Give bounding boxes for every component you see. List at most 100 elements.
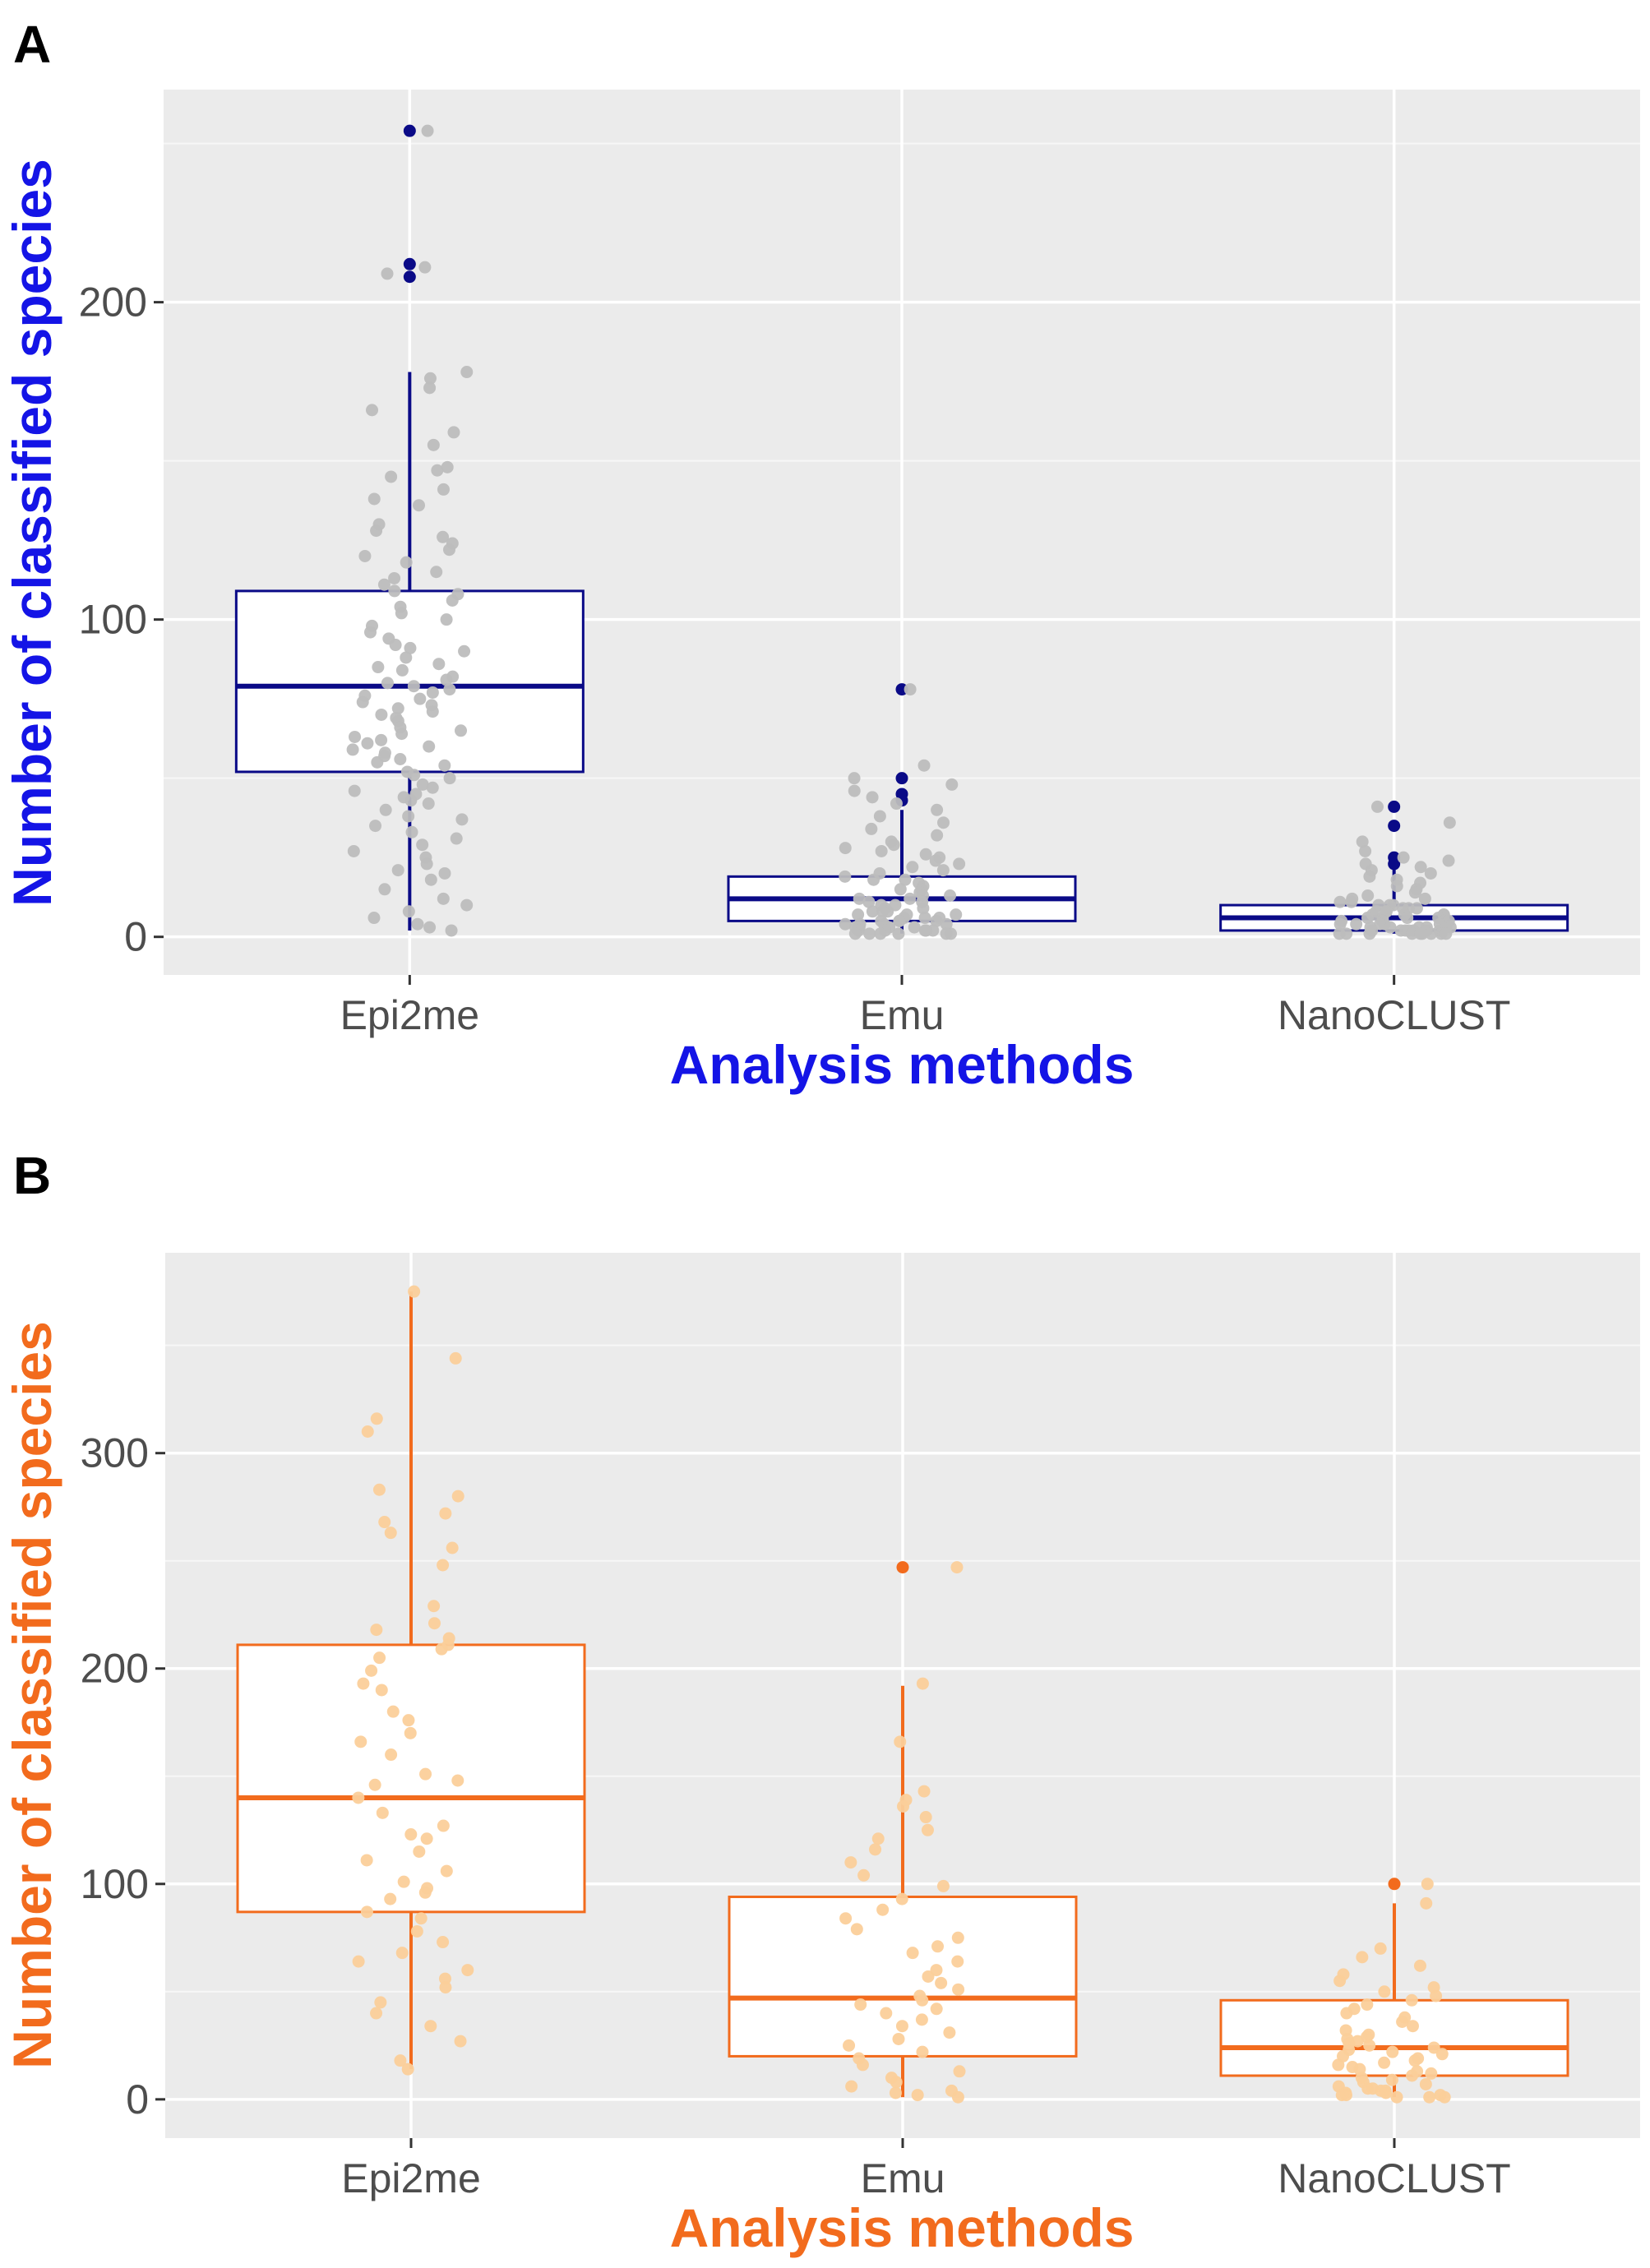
jitter-point (370, 524, 383, 538)
jitter-point (365, 1664, 378, 1677)
jitter-point (839, 917, 852, 931)
jitter-point (400, 651, 413, 664)
jitter-point (908, 921, 921, 934)
jitter-point (419, 1767, 432, 1781)
jitter-point (945, 778, 959, 791)
jitter-point (921, 1823, 934, 1836)
jitter-point (853, 892, 866, 905)
jitter-point (408, 769, 421, 782)
jitter-point (848, 784, 861, 797)
jitter-point (931, 829, 944, 842)
jitter-point (352, 1791, 365, 1804)
x-tick-label: Epi2me (341, 2155, 481, 2201)
jitter-point (418, 261, 432, 274)
boxes-b (236, 1291, 1569, 2098)
jitter-point (892, 2032, 905, 2045)
jitter-point (421, 124, 434, 137)
jitter-point (916, 1677, 929, 1690)
jitter-point (443, 683, 456, 696)
jitter-point (358, 549, 372, 562)
jitter-point (386, 1705, 400, 1718)
jitter-point (865, 822, 878, 835)
jitter-point (458, 644, 471, 658)
jitter-point (395, 728, 409, 741)
jitter-point (374, 1996, 387, 2009)
jitter-point (439, 1507, 452, 1520)
jitter-point (424, 2020, 437, 2033)
jitter-point (897, 1799, 910, 1813)
jitter-point (404, 1828, 418, 1841)
y-tick-label: 200 (79, 279, 147, 326)
jitter-point (1440, 927, 1453, 940)
jitter-point (839, 1912, 853, 1925)
jitter-point (1406, 927, 1419, 940)
jitter-point (1333, 917, 1347, 931)
jitter-point (918, 924, 931, 937)
jitter-point (370, 2007, 383, 2020)
jitter-point (1363, 2039, 1376, 2052)
jitter-point (844, 1856, 857, 1869)
jitter-point (460, 898, 474, 912)
jitter-point (1361, 912, 1374, 925)
y-tick-label: 0 (124, 914, 147, 960)
jitter-point (422, 797, 435, 811)
jitter-point (930, 2002, 943, 2016)
jitter-point (375, 733, 388, 746)
jitter-point (402, 1714, 415, 1727)
jitter-point (862, 895, 876, 908)
jitter-point (360, 1854, 373, 1867)
jitter-point (378, 1516, 391, 1529)
x-tick-label: Emu (860, 992, 945, 1038)
jitter-point (426, 686, 439, 699)
jitter-point (455, 813, 469, 826)
jitter-point (1430, 1989, 1443, 2002)
jitter-point (890, 797, 903, 811)
jitter-point (397, 1875, 410, 1888)
jitter-point (401, 2062, 414, 2076)
jitter-point (348, 784, 361, 797)
jitter-point (1420, 1896, 1433, 1910)
jitter-point (867, 873, 880, 886)
jitter-point (418, 1886, 432, 1899)
jitter-point (404, 641, 417, 654)
y-axis-title-a: Number of classified species (2, 159, 62, 907)
jitter-point (930, 914, 943, 927)
jitter-point (416, 838, 429, 852)
jitter-point (441, 460, 454, 473)
jitter-point (450, 832, 463, 845)
outlier-point (1388, 1878, 1401, 1891)
jitter-point (440, 1864, 453, 1878)
jitter-point (356, 695, 369, 709)
jitter-point (420, 857, 433, 871)
y-axis-title-b: Number of classified species (2, 1321, 62, 2069)
jitter-point (854, 1998, 867, 2012)
jitter-point (366, 404, 379, 417)
jitter-point (950, 1561, 964, 1574)
jitter-point (375, 1684, 388, 1697)
jitter-point (449, 1351, 462, 1365)
outlier-point (896, 1561, 909, 1574)
jitter-point (906, 1947, 919, 1960)
y-tick-label: 0 (126, 2076, 149, 2122)
jitter-point (407, 680, 420, 693)
jitter-point (1356, 835, 1369, 848)
jitter-point (887, 838, 900, 852)
jitter-point (368, 1778, 381, 1791)
jitter-point (935, 1976, 948, 1989)
x-axis-title-b: Analysis methods (670, 2197, 1135, 2258)
jitter-point (369, 820, 382, 833)
jitter-point (446, 594, 459, 607)
jitter-point (423, 740, 436, 753)
jitter-point (1419, 2077, 1432, 2090)
jitter-point (437, 1819, 450, 1832)
jitter-point (937, 816, 950, 829)
jitter-point (894, 883, 907, 896)
jitter-point (1414, 927, 1427, 940)
jitter-point (347, 844, 360, 857)
jitter-point (381, 677, 394, 690)
jitter-point (394, 753, 407, 766)
x-axis-ticks-a: Epi2me Emu NanoCLUST (340, 975, 1510, 1038)
jitter-point (950, 908, 963, 922)
jitter-point (423, 921, 437, 934)
jitter-point (1401, 912, 1414, 925)
